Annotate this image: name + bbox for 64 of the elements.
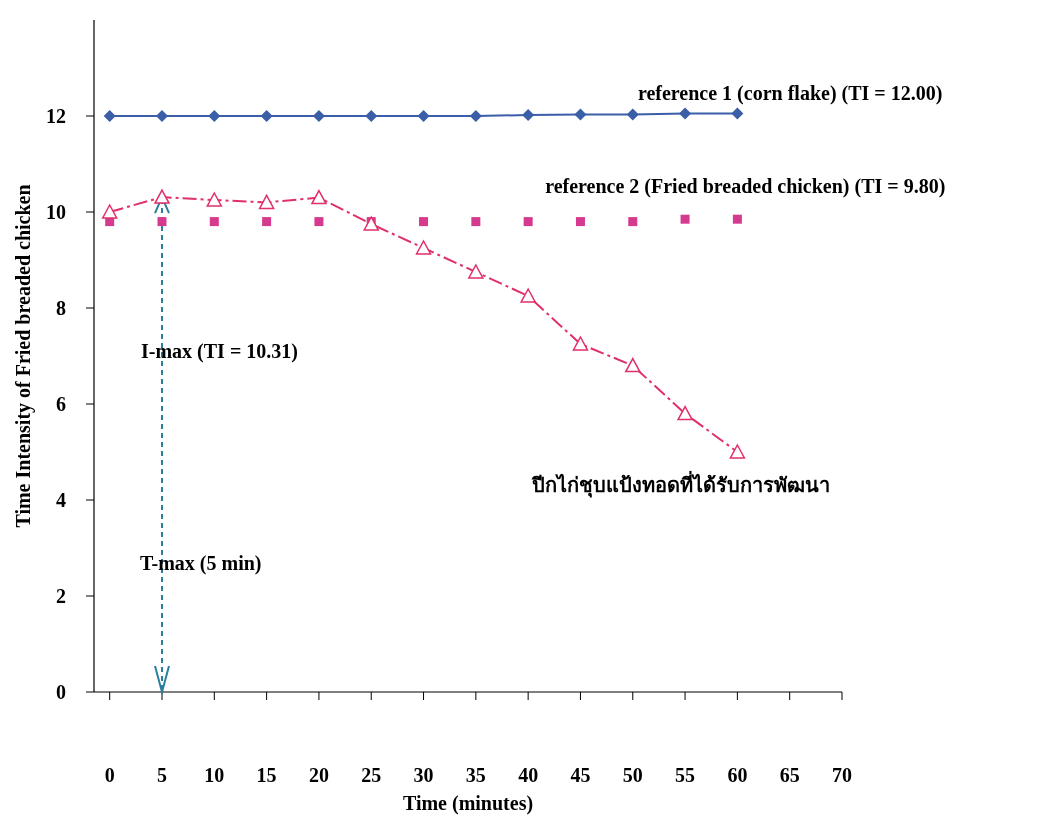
ref-line-label: T-max (5 min) (140, 552, 262, 575)
x-tick-label: 30 (413, 764, 434, 786)
y-tick-label: 4 (56, 489, 66, 511)
x-tick-label: 40 (518, 764, 539, 786)
point (157, 217, 167, 227)
y-axis-title: Time Intensity of Fried breaded chicken (12, 184, 35, 528)
point (260, 110, 273, 122)
text: ปีกไก่ชุบแป้งทอดที่ได้รับการพัฒนา (531, 470, 831, 498)
point (101, 204, 118, 219)
annotation: I-max (TI = 10.31) (141, 340, 298, 363)
point (258, 194, 275, 210)
point (729, 444, 746, 459)
point (679, 107, 692, 120)
point (419, 217, 429, 227)
point (103, 110, 116, 122)
point (206, 192, 223, 207)
point (625, 357, 641, 373)
y-tick-label: 12 (46, 105, 66, 127)
x-tick-label: 45 (570, 764, 591, 786)
point (731, 107, 744, 120)
point (365, 110, 378, 122)
x-tick-label: 60 (727, 764, 748, 786)
point (677, 405, 693, 421)
point (154, 189, 170, 204)
point (415, 240, 432, 255)
x-tick-label: 10 (204, 764, 225, 786)
y-tick-label: 0 (56, 681, 66, 703)
x-tick-label: 5 (157, 764, 167, 786)
point (572, 336, 589, 351)
point (311, 189, 327, 205)
x-tick-label: 70 (832, 764, 852, 786)
x-tick-label: 0 (104, 764, 115, 786)
point (628, 217, 638, 227)
x-tick-label: 55 (675, 764, 696, 786)
point (208, 110, 221, 122)
x-tick-label: 20 (308, 764, 329, 786)
point (680, 214, 690, 224)
x-axis-title: Time (minutes) (402, 792, 534, 815)
point (575, 217, 585, 227)
point (626, 108, 639, 121)
series-label: reference 2 (Fried breaded chicken) (TI = 9.80) (545, 175, 946, 199)
point (468, 264, 484, 279)
point (732, 214, 742, 224)
point (363, 216, 379, 231)
x-tick-label: 35 (465, 764, 486, 786)
y-tick-label: 2 (56, 585, 66, 607)
x-tick-label: 50 (622, 764, 643, 786)
point (522, 109, 535, 122)
y-tick-label: 6 (56, 393, 66, 415)
point (209, 217, 219, 227)
y-tick-label: 10 (46, 201, 66, 223)
point (314, 217, 324, 227)
point (523, 217, 533, 227)
series-label: reference 1 (corn flake) (TI = 12.00) (637, 81, 943, 105)
point (262, 217, 272, 227)
point (574, 108, 587, 121)
point (156, 110, 168, 122)
x-tick-label: 15 (256, 764, 277, 786)
x-tick-label: 25 (361, 764, 382, 786)
point (520, 288, 536, 303)
point (471, 217, 481, 227)
y-tick-label: 8 (56, 297, 66, 319)
point (417, 110, 430, 122)
x-tick-label: 65 (779, 764, 800, 786)
